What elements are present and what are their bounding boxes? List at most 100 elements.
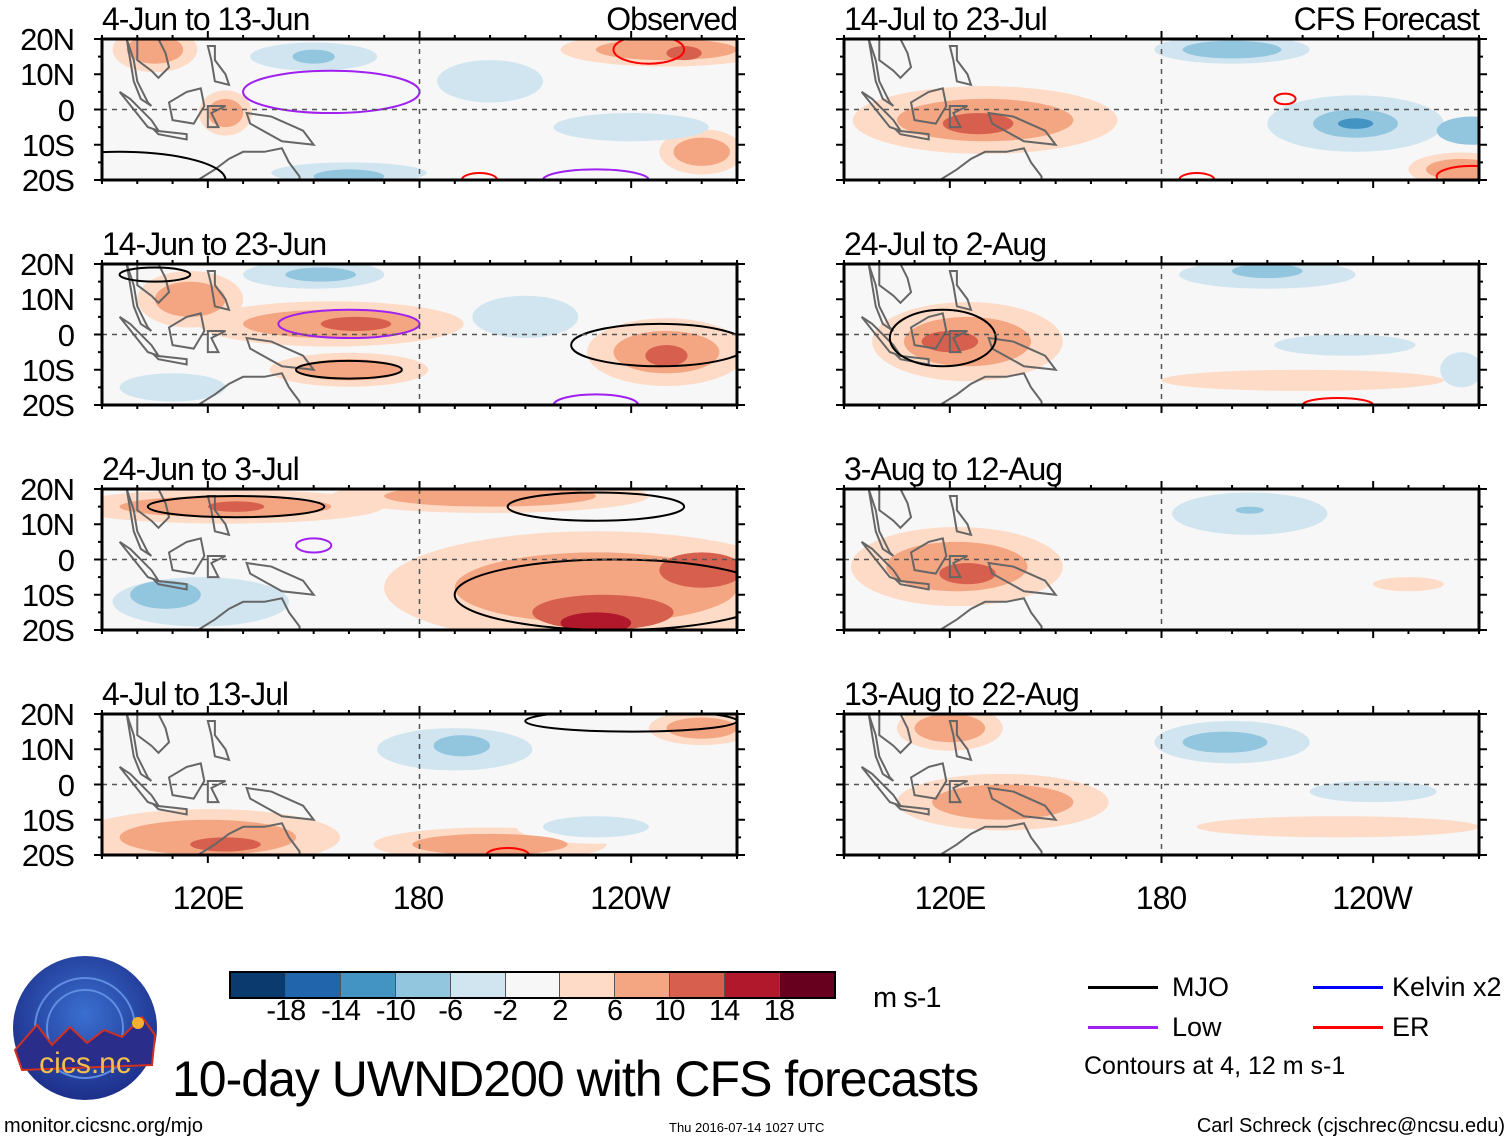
- lat-label: 20S: [21, 388, 75, 423]
- lat-label: 10S: [21, 577, 75, 613]
- map-panel: [836, 256, 1487, 413]
- colorbar-swatch: [231, 973, 285, 997]
- anomaly-shading: [645, 345, 688, 367]
- coastline: [894, 579, 930, 591]
- contour-mjo: [102, 150, 227, 180]
- coastline: [867, 39, 895, 107]
- coastline: [152, 129, 188, 141]
- coastline: [987, 111, 1058, 146]
- legend-label-low: Low: [1172, 1012, 1222, 1042]
- coastline: [152, 804, 188, 816]
- colorbar-tick-label: 2: [552, 995, 568, 1027]
- coastline: [245, 561, 316, 596]
- coastline: [152, 354, 188, 366]
- anomaly-shading: [595, 39, 737, 61]
- lat-label: 10S: [21, 802, 75, 838]
- coastline: [948, 720, 973, 762]
- units-label: m s-1: [873, 982, 941, 1014]
- legend-line-mjo: [1088, 986, 1158, 989]
- contour-er: [1178, 171, 1216, 180]
- lat-label: 20S: [21, 163, 75, 198]
- anomaly-shading: [412, 833, 568, 855]
- coastline: [878, 39, 913, 80]
- anomaly-shading: [942, 113, 1014, 135]
- coastline: [125, 39, 153, 107]
- footer-author: Carl Schreck (cjschrec@ncsu.edu): [1196, 1115, 1505, 1137]
- coastline: [206, 270, 231, 312]
- anomaly-shading: [1440, 352, 1479, 388]
- lat-label: 0: [57, 542, 75, 578]
- coastline: [167, 762, 206, 800]
- coastline: [206, 329, 226, 354]
- colorbar-swatch: [559, 973, 615, 997]
- colorbar-tick-label: 6: [607, 995, 623, 1027]
- coastline: [206, 554, 226, 579]
- coastline: [878, 714, 913, 755]
- colorbar-tick-label: -18: [266, 995, 306, 1027]
- lat-label: 10S: [21, 352, 75, 388]
- anomaly-shading: [126, 39, 184, 64]
- colorbar-tick-label: 10: [654, 995, 685, 1027]
- legend-label-er: ER: [1392, 1012, 1430, 1042]
- colorbar-swatch: [779, 973, 834, 997]
- colorbar-swatch: [284, 973, 340, 997]
- coastline: [987, 561, 1058, 596]
- coastline: [948, 45, 973, 87]
- contour-er: [1435, 164, 1479, 180]
- contour-er: [460, 171, 499, 180]
- contour-low: [277, 308, 421, 340]
- map-panel: [836, 481, 1487, 638]
- map-panel: [836, 706, 1487, 863]
- coastline: [948, 329, 968, 354]
- lon-label-180-right: 180: [1135, 880, 1187, 916]
- contour-mjo: [888, 308, 997, 368]
- coastline: [909, 312, 948, 350]
- colorbar-swatch: [504, 973, 560, 997]
- anomaly-shading: [119, 373, 226, 402]
- lat-label: 20N: [20, 472, 75, 507]
- panel-title: 3-Aug to 12-Aug: [844, 451, 1063, 487]
- coastline: [867, 714, 895, 782]
- coastline: [125, 714, 153, 782]
- coastline: [878, 264, 913, 305]
- coastline: [136, 264, 171, 305]
- anomaly-shading: [472, 295, 579, 339]
- coastline: [185, 147, 301, 180]
- legend-line-kelvin: [1313, 986, 1383, 989]
- coastline: [185, 372, 301, 405]
- svg-text:cics.nc: cics.nc: [39, 1047, 131, 1080]
- anomaly-shading: [1232, 264, 1303, 279]
- coastline: [206, 720, 231, 762]
- lat-label: 0: [57, 767, 75, 803]
- map-panel: [836, 31, 1487, 188]
- coastline: [927, 822, 1043, 855]
- anomaly-shading: [437, 60, 544, 103]
- lat-label: 20N: [20, 697, 75, 732]
- map-panel: [94, 706, 745, 863]
- anomaly-shading: [130, 580, 201, 609]
- coastline: [927, 372, 1043, 405]
- coastline: [987, 786, 1058, 821]
- contour-er: [612, 39, 686, 65]
- colorbar-tick-label: -14: [321, 995, 361, 1027]
- panel-title: 4-Jul to 13-Jul: [102, 676, 289, 712]
- anomaly-shading: [896, 42, 1003, 78]
- map-panel: [94, 256, 745, 413]
- map-panel: [94, 481, 745, 638]
- colorbar: [229, 971, 836, 999]
- coastline: [909, 537, 948, 575]
- panel-title: 4-Jun to 13-Jun: [102, 1, 310, 37]
- anomaly-shading: [542, 816, 649, 838]
- coastline: [927, 147, 1043, 180]
- lat-label: 20N: [20, 247, 75, 282]
- contour-mjo: [118, 266, 192, 283]
- contour-mjo: [294, 359, 403, 380]
- lat-label: 0: [57, 317, 75, 353]
- lat-label: 20N: [20, 22, 75, 57]
- contour-low: [295, 537, 333, 554]
- contour-er: [1301, 396, 1375, 405]
- contour-mjo: [570, 322, 737, 368]
- coastline: [948, 270, 973, 312]
- anomaly-shading: [553, 113, 709, 142]
